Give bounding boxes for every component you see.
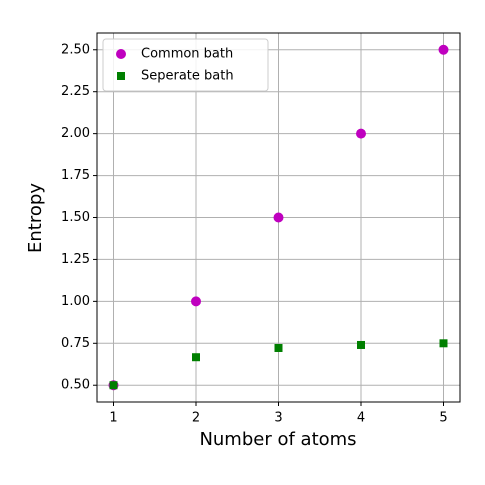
point: [273, 212, 284, 223]
y-tick-label: 1.50: [61, 210, 90, 225]
x-tick-label: 3: [274, 411, 282, 426]
y-tick-label: 1.00: [61, 294, 90, 309]
y-tick-label: 2.25: [61, 84, 90, 99]
legend-marker: [116, 49, 126, 59]
point: [356, 128, 366, 139]
point: [438, 44, 449, 55]
x-tick-label: 4: [357, 411, 365, 426]
point: [357, 340, 365, 349]
plot-frame: [96, 32, 461, 403]
point: [439, 339, 448, 348]
y-axis-label: Entropy: [25, 183, 46, 253]
legend-label: Common bath: [141, 47, 233, 62]
legend-box: [102, 38, 269, 92]
x-tick-label: 2: [192, 411, 200, 426]
y-tick-label: 0.75: [61, 336, 90, 351]
point: [109, 381, 118, 390]
x-axis-label: Number of atoms: [199, 429, 356, 450]
x-tick-label: 5: [439, 411, 447, 426]
legend-label: Seperate bath: [141, 69, 234, 84]
y-tick-label: 1.75: [61, 168, 90, 183]
point: [192, 353, 200, 362]
y-tick-label: 2.50: [61, 42, 90, 57]
y-tick-label: 2.00: [61, 126, 90, 141]
x-tick-label: 1: [109, 411, 117, 426]
point: [191, 296, 201, 307]
y-tick-label: 1.25: [61, 252, 90, 267]
point: [274, 343, 283, 352]
legend-marker: [117, 72, 125, 80]
y-tick-label: 0.50: [61, 378, 90, 393]
